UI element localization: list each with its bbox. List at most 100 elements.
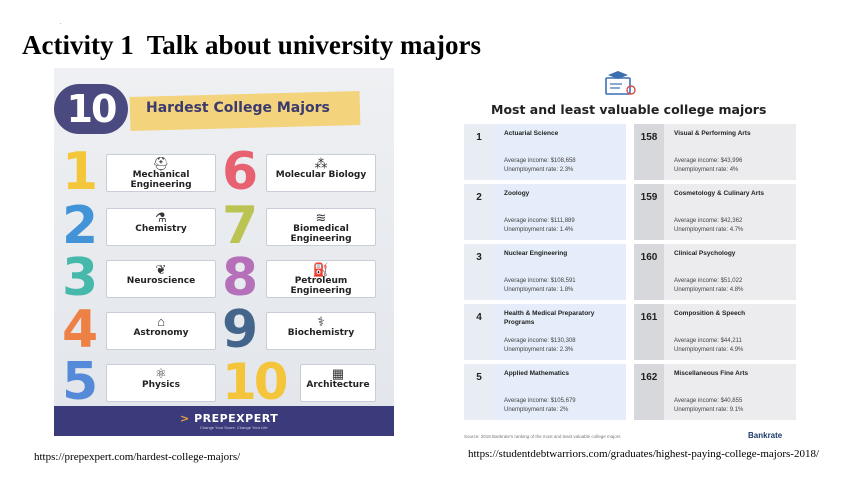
income-label: Average income: [674, 278, 719, 284]
major-body: Visual & Performing Arts Average income: … [664, 124, 796, 180]
poster-item-card: ⌂ Astronomy [106, 312, 216, 350]
major-name: Applied Mathematics [504, 370, 570, 377]
major-rank: 1 [464, 124, 494, 180]
poster-item-4: 4 ⌂ Astronomy [62, 304, 222, 356]
poster-item-card: ⚗ Chemistry [106, 208, 216, 246]
poster-item-2: 2 ⚗ Chemistry [62, 200, 222, 252]
unemployment-label: Unemployment rate: [504, 347, 559, 353]
income-value: $42,362 [720, 218, 743, 224]
major-name: Composition & Speech [674, 310, 746, 317]
poster-item-5: 5 ⚛ Physics [62, 356, 222, 408]
unemployment-rate: Unemployment rate: 4.9% [674, 347, 743, 353]
major-rank: 5 [464, 364, 494, 420]
poster-item-card: ⁂ Molecular Biology [266, 154, 376, 192]
hardest-majors-poster: 10 Hardest College Majors 1 ⛑ Mechanical E… [54, 68, 394, 436]
major-name: Clinical Psychology [674, 250, 736, 257]
poster-item-number: 4 [62, 300, 99, 360]
major-name: Cosmetology & Culinary Arts [674, 190, 765, 197]
major-rank: 161 [634, 304, 664, 360]
most-major-tile-5: 5 Applied Mathematics Average income: $105… [464, 364, 626, 420]
poster-big-number: 10 [54, 84, 128, 134]
poster-item-number: 7 [222, 196, 259, 256]
average-income: Average income: $105,679 [504, 398, 576, 404]
least-major-tile-161: 161 Composition & Speech Average income: $… [634, 304, 796, 360]
unemployment-rate: Unemployment rate: 4.7% [674, 227, 743, 233]
poster-item-label: Biomedical Engineering [290, 224, 352, 244]
poster-item-card: ⚛ Physics [106, 364, 216, 402]
infographic-title: Most and least valuable college majors [491, 102, 767, 117]
unemployment-value: 4% [729, 167, 739, 173]
average-income: Average income: $130,308 [504, 338, 576, 344]
unemployment-rate: Unemployment rate: 4.8% [674, 287, 743, 293]
poster-item-number: 2 [62, 196, 99, 256]
poster-item-label: Physics [141, 380, 180, 390]
poster-footer: > PREPEXPERT Change Your Score. Change Y… [54, 406, 394, 436]
poster-item-number: 10 [222, 353, 289, 411]
income-label: Average income: [674, 338, 719, 344]
income-label: Average income: [504, 158, 549, 164]
poster-item-label: Biochemistry [287, 328, 355, 338]
poster-item-number: 6 [222, 142, 259, 202]
major-rank: 158 [634, 124, 664, 180]
microscope-icon: ⚕ [317, 314, 325, 329]
unemployment-rate: Unemployment rate: 1.4% [504, 227, 573, 233]
unemployment-label: Unemployment rate: [504, 287, 559, 293]
major-body: Miscellaneous Fine Arts Average income: $… [664, 364, 796, 420]
income-value: $130,308 [550, 338, 576, 344]
poster-item-card: ⛽ Petroleum Engineering [266, 260, 376, 298]
average-income: Average income: $51,022 [674, 278, 742, 284]
income-value: $43,996 [720, 158, 743, 164]
income-label: Average income: [504, 398, 549, 404]
major-body: Clinical Psychology Average income: $51,0… [664, 244, 796, 300]
unemployment-label: Unemployment rate: [504, 407, 559, 413]
average-income: Average income: $40,855 [674, 398, 742, 404]
brain-icon: ❦ [155, 262, 167, 277]
income-value: $111,889 [550, 218, 575, 224]
major-rank: 159 [634, 184, 664, 240]
least-major-tile-162: 162 Miscellaneous Fine Arts Average income… [634, 364, 796, 420]
source-link-right[interactable]: https://studentdebtwarriors.com/graduate… [468, 448, 819, 460]
unemployment-rate: Unemployment rate: 1.8% [504, 287, 573, 293]
poster-item-number: 1 [62, 142, 99, 202]
oil-pump-icon: ⛽ [312, 262, 330, 277]
dna-icon: ≋ [315, 210, 327, 225]
income-label: Average income: [674, 158, 719, 164]
poster-item-card: ⛑ Mechanical Engineering [106, 154, 216, 192]
poster-header: 10 Hardest College Majors [54, 78, 394, 138]
unemployment-rate: Unemployment rate: 2.3% [504, 347, 573, 353]
unemployment-value: 2.3% [559, 167, 574, 173]
major-rank: 160 [634, 244, 664, 300]
source-link-left[interactable]: https://prepexpert.com/hardest-college-m… [34, 451, 241, 463]
poster-item-label: Astronomy [133, 328, 189, 338]
major-rank: 3 [464, 244, 494, 300]
unemployment-label: Unemployment rate: [674, 347, 729, 353]
observatory-icon: ⌂ [157, 314, 165, 329]
unemployment-rate: Unemployment rate: 2.3% [504, 167, 573, 173]
average-income: Average income: $108,591 [504, 278, 576, 284]
income-value: $40,855 [720, 398, 743, 404]
slide-title: Activity 1 Talk about university majors [22, 30, 482, 60]
poster-item-1: 1 ⛑ Mechanical Engineering [62, 146, 222, 198]
poster-item-card: ⚕ Biochemistry [266, 312, 376, 350]
major-body: Applied Mathematics Average income: $105,… [494, 364, 626, 420]
income-value: $105,679 [550, 398, 576, 404]
poster-item-label: Petroleum Engineering [290, 276, 352, 296]
valuable-majors-infographic: Most and least valuable college majors 1… [458, 66, 798, 446]
poster-item-8: 8 ⛽ Petroleum Engineering [222, 252, 382, 304]
major-name: Miscellaneous Fine Arts [674, 370, 749, 377]
atom-icon: ⚛ [155, 366, 167, 381]
major-rank: 4 [464, 304, 494, 360]
graduation-certificate-icon [605, 71, 636, 95]
income-label: Average income: [674, 398, 719, 404]
major-body: Actuarial Science Average income: $108,65… [494, 124, 626, 180]
blueprint-icon: ▦ [331, 366, 345, 381]
most-major-tile-1: 1 Actuarial Science Average income: $108,6… [464, 124, 626, 180]
poster-item-10: 10 ▦ Architecture [222, 356, 382, 408]
major-rank: 2 [464, 184, 494, 240]
poster-item-6: 6 ⁂ Molecular Biology [222, 146, 382, 198]
income-label: Average income: [504, 218, 549, 224]
poster-item-card: ❦ Neuroscience [106, 260, 216, 298]
poster-item-label: Molecular Biology [275, 170, 367, 180]
unemployment-value: 9.1% [729, 407, 744, 413]
major-rank: 162 [634, 364, 664, 420]
